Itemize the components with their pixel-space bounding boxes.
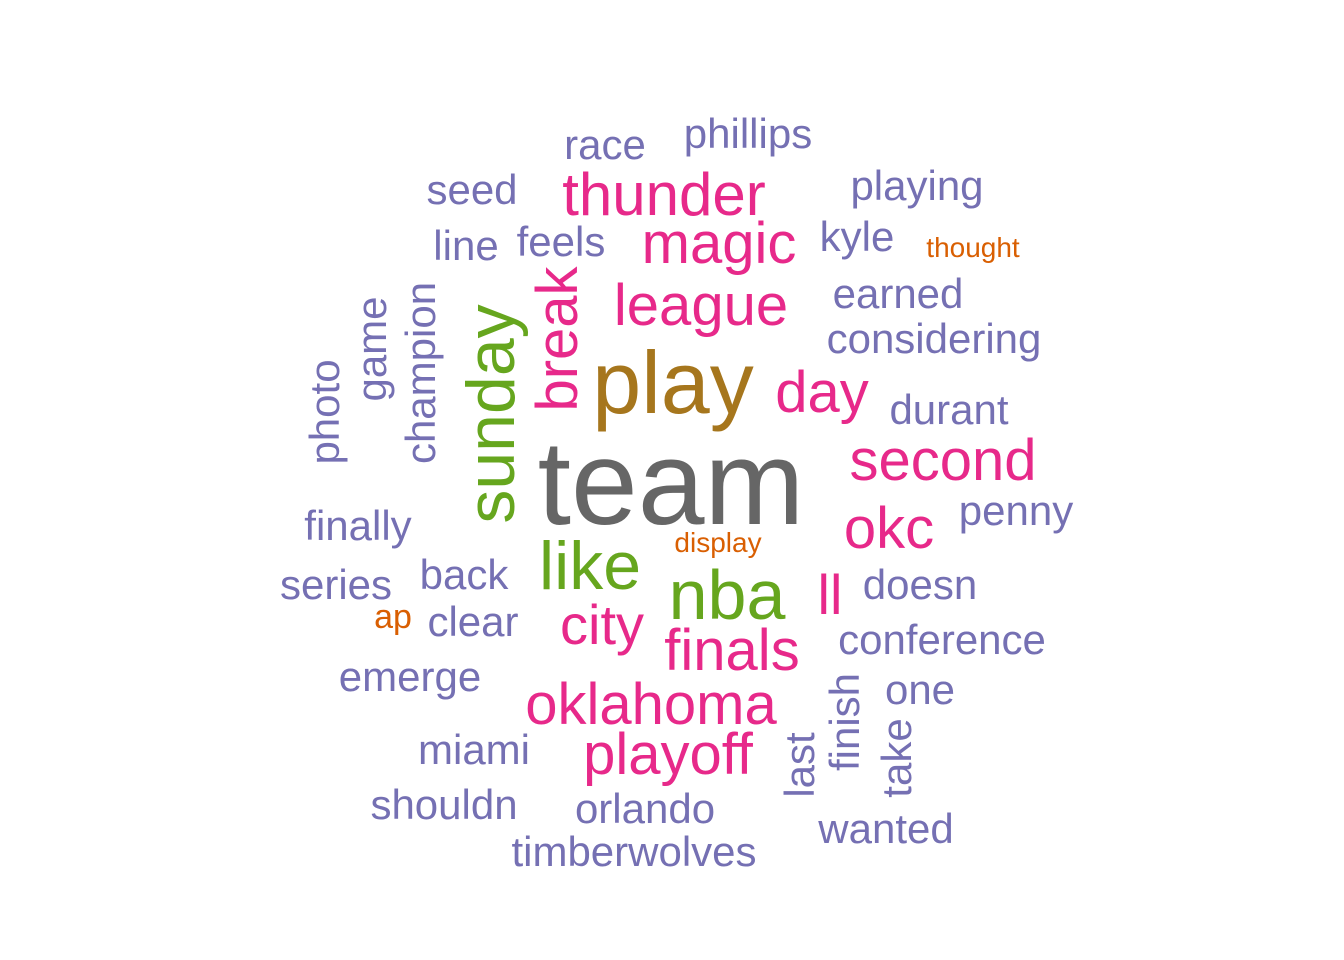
word-playing: playing [850,162,984,209]
word-conference: conference [838,616,1046,663]
word-wanted: wanted [818,805,954,852]
word-ll: ll [817,563,843,626]
word-phillips: phillips [683,110,813,157]
word-seed: seed [426,166,518,213]
word-shouldn: shouldn [370,781,518,828]
word-earned: earned [832,270,964,317]
word-second: second [849,428,1037,493]
word-clear: clear [427,598,519,645]
word-doesn: doesn [862,561,978,608]
word-timberwolves: timberwolves [511,828,757,875]
word-feels: feels [516,218,606,265]
word-kyle: kyle [819,213,895,260]
word-orlando: orlando [574,785,716,832]
word-league: league [613,273,789,338]
word-ap: ap [374,598,412,636]
word-champion: champion [397,281,444,465]
word-photo: photo [301,359,348,465]
word-take: take [873,718,920,798]
word-back: back [419,551,509,598]
word-miami: miami [418,726,530,773]
word-nba: nba [668,556,786,634]
word-oklahoma: oklahoma [525,672,777,737]
word-game: game [348,296,395,402]
word-playoff: playoff [583,722,753,787]
word-series: series [279,561,393,608]
word-magic: magic [641,211,797,276]
word-last: last [776,732,823,798]
word-sunday: sunday [453,304,529,524]
word-considering: considering [826,315,1042,362]
word-display: display [674,527,762,558]
word-finals: finals [664,618,800,683]
word-play: play [592,333,754,432]
word-thought: thought [926,232,1020,263]
word-emerge: emerge [338,653,482,700]
word-penny: penny [958,487,1074,534]
word-durant: durant [889,386,1009,433]
word-day: day [775,360,869,425]
word-finish: finish [821,672,868,772]
word-race: race [564,121,646,168]
word-okc: okc [843,496,935,561]
word-like: like [538,528,642,604]
word-team: team [537,416,805,550]
word-break: break [525,266,590,412]
word-one: one [884,666,956,713]
word-line: line [433,222,499,269]
word-city: city [560,593,644,656]
word-thunder: thunder [562,161,766,228]
word-finally: finally [304,502,412,549]
